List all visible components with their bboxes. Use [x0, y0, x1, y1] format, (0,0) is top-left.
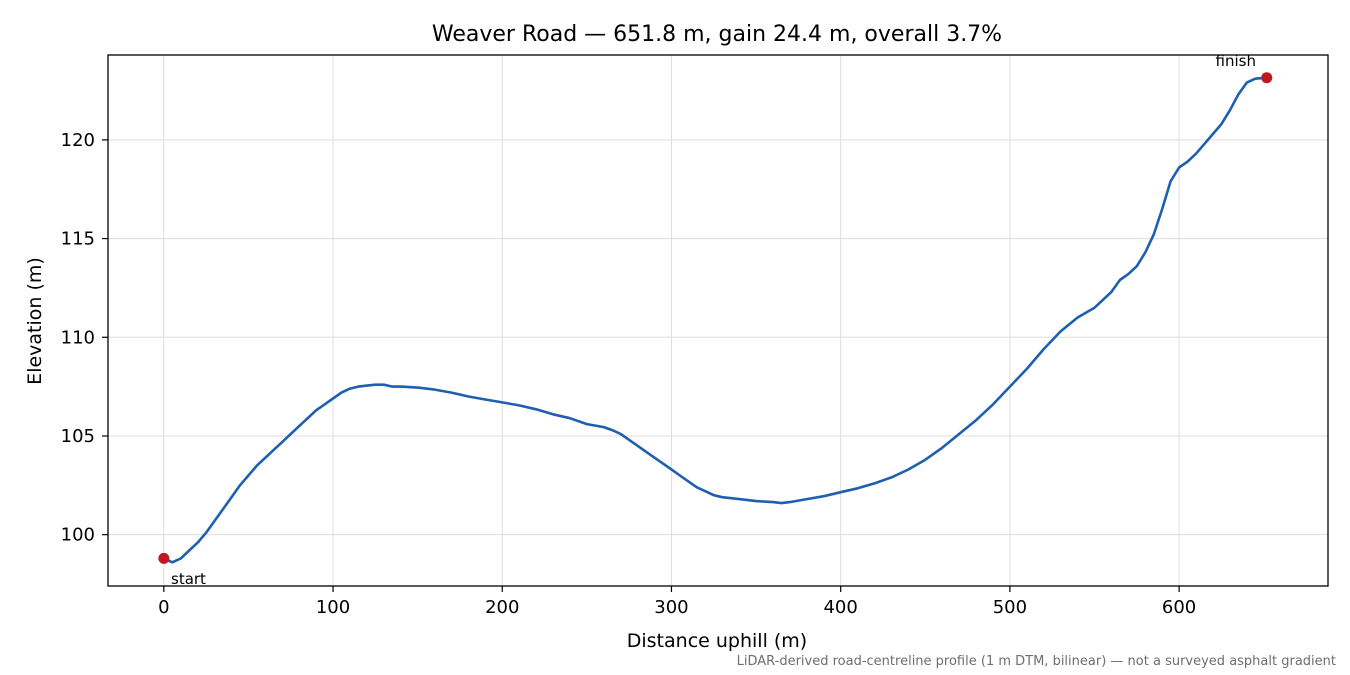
- source-footnote: LiDAR-derived road-centreline profile (1…: [737, 654, 1336, 669]
- y-axis-label: Elevation (m): [24, 257, 46, 385]
- x-tick-label: 400: [823, 597, 857, 618]
- endpoint-markers: [158, 72, 1273, 564]
- x-tick-label: 200: [485, 597, 519, 618]
- finish-marker: [1261, 72, 1273, 84]
- x-tick-label: 500: [993, 597, 1027, 618]
- grid-lines: [108, 55, 1328, 586]
- x-tick-label: 0: [158, 597, 169, 618]
- x-axis-label: Distance uphill (m): [627, 630, 807, 652]
- annotation-finish: finish: [1216, 52, 1256, 70]
- chart-title: Weaver Road — 651.8 m, gain 24.4 m, over…: [432, 22, 1002, 47]
- x-tick-label: 300: [654, 597, 688, 618]
- y-tick-label: 105: [61, 426, 95, 447]
- series-layer: [162, 76, 1268, 564]
- x-axis-ticks: 0 100 200 300 400 500 600: [158, 586, 1196, 618]
- plot-frame: [107, 54, 1329, 587]
- y-tick-label: 100: [61, 525, 95, 546]
- annotation-start: start: [171, 570, 206, 588]
- x-tick-label: 600: [1162, 597, 1196, 618]
- y-tick-label: 110: [61, 327, 95, 348]
- elevation-line: [162, 76, 1268, 564]
- x-tick-label: 100: [316, 597, 350, 618]
- start-marker: [158, 552, 170, 564]
- y-tick-label: 120: [61, 130, 95, 151]
- y-tick-label: 115: [61, 229, 95, 250]
- y-axis-ticks: 100 105 110 115 120: [61, 130, 108, 546]
